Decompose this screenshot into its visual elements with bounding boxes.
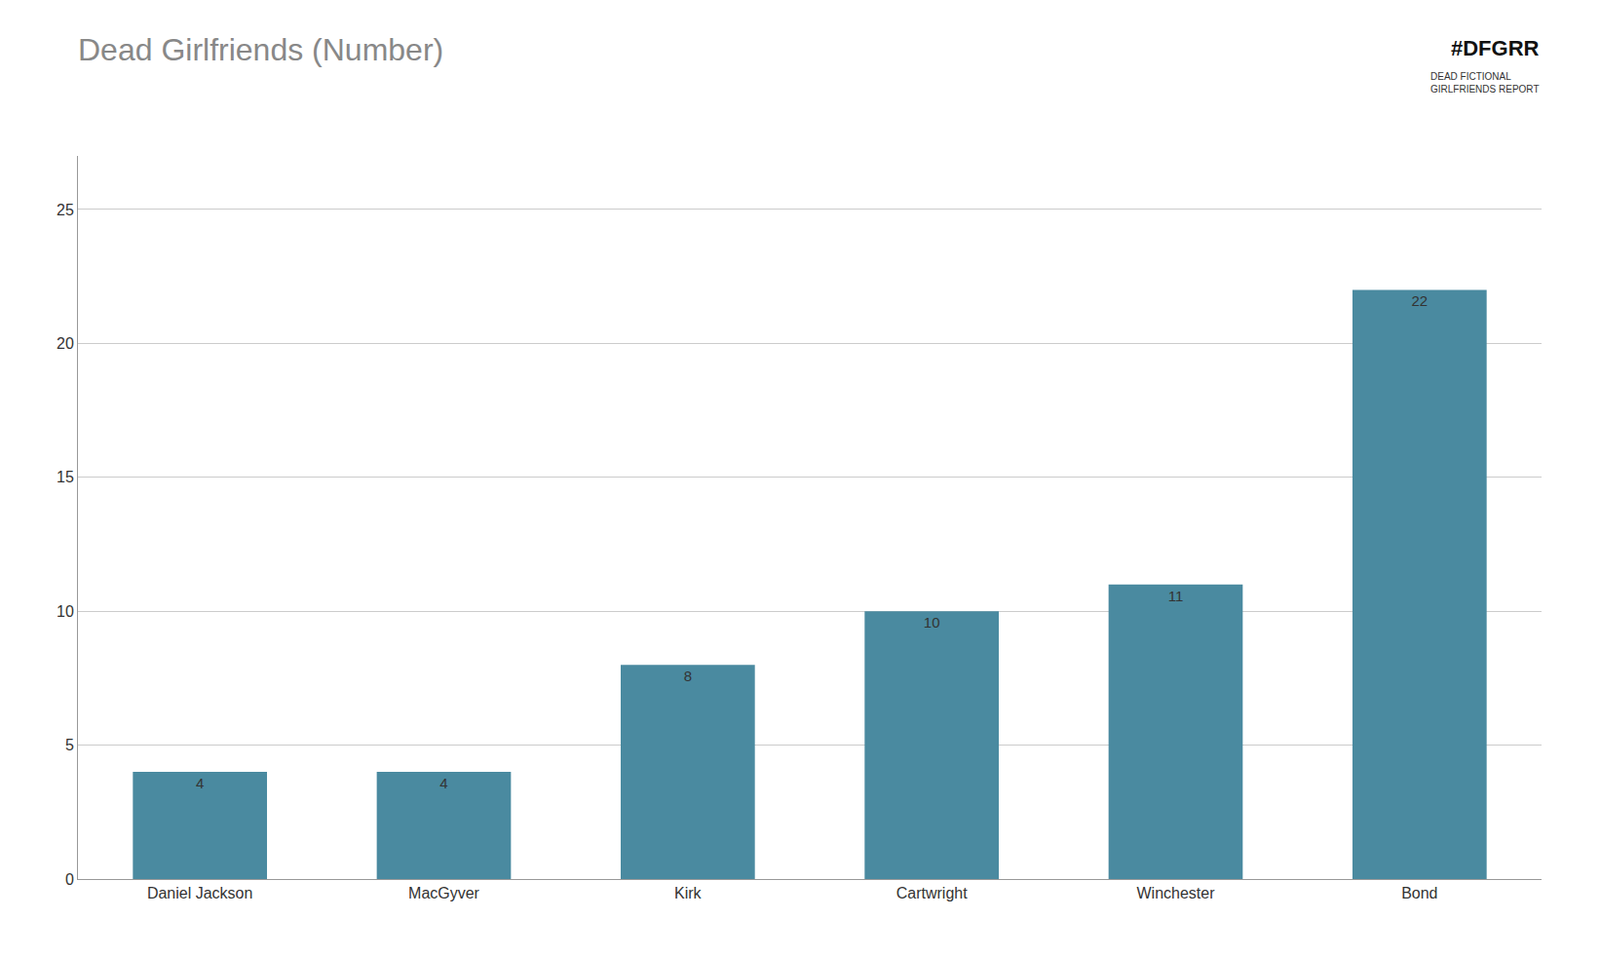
svg-text:11: 11 xyxy=(1168,587,1184,605)
svg-text:Kirk: Kirk xyxy=(674,884,703,902)
svg-text:15: 15 xyxy=(56,468,75,486)
svg-text:DEAD FICTIONALGIRLFRIENDS REPO: DEAD FICTIONALGIRLFRIENDS REPORT xyxy=(1430,71,1540,95)
svg-text:4: 4 xyxy=(439,774,448,792)
svg-text:MacGyver: MacGyver xyxy=(408,884,481,902)
svg-text:5: 5 xyxy=(65,736,75,754)
svg-text:4: 4 xyxy=(195,774,204,792)
svg-text:Winchester: Winchester xyxy=(1136,884,1216,902)
svg-text:Cartwright: Cartwright xyxy=(896,884,968,902)
svg-text:10: 10 xyxy=(56,603,75,620)
svg-text:20: 20 xyxy=(56,335,75,352)
svg-text:Daniel Jackson: Daniel Jackson xyxy=(147,884,253,902)
svg-text:22: 22 xyxy=(1410,292,1428,309)
svg-text:0: 0 xyxy=(65,871,75,888)
svg-text:Bond: Bond xyxy=(1401,884,1438,902)
svg-text:25: 25 xyxy=(56,201,75,219)
svg-text:Dead Girlfriends (Number): Dead Girlfriends (Number) xyxy=(77,32,444,68)
svg-text:10: 10 xyxy=(923,613,941,631)
svg-text:#DFGRR: #DFGRR xyxy=(1450,36,1540,61)
svg-text:8: 8 xyxy=(684,667,692,685)
